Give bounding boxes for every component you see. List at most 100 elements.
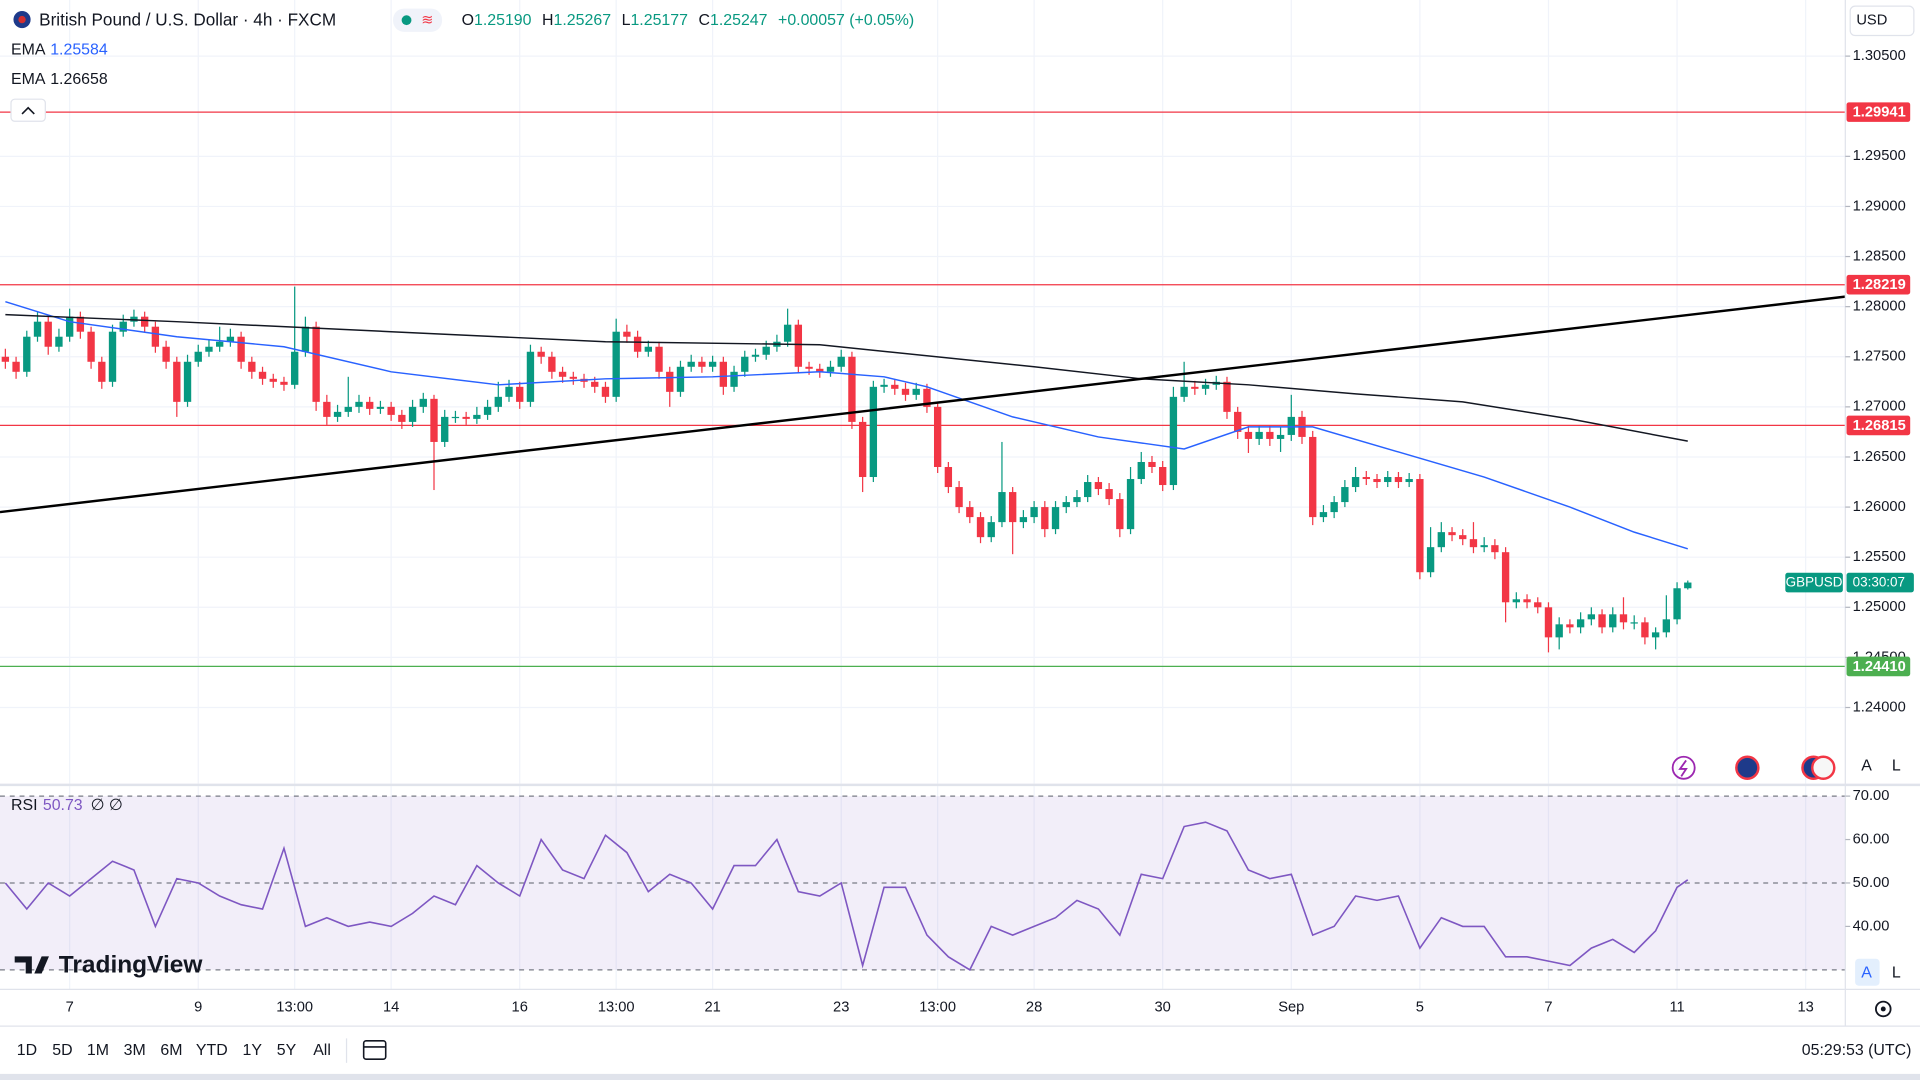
candle-body [1180, 386, 1188, 397]
data-layer [0, 111, 1846, 971]
candle-body [151, 326, 160, 347]
candle-body [1491, 545, 1499, 553]
ohlc-legend: O1.25190 H1.25267 L1.25177 C1.25247 +0.0… [462, 12, 915, 29]
candle-body [366, 401, 374, 409]
candle-body [526, 351, 535, 402]
candle-body [323, 401, 331, 417]
range-button[interactable]: 6M [160, 1042, 182, 1059]
candle-body [355, 401, 363, 407]
currency-button[interactable] [1849, 5, 1915, 37]
candle-body [344, 406, 352, 412]
settings-button[interactable] [1875, 1000, 1892, 1018]
currency-label: USD [1856, 13, 1887, 29]
range-button[interactable]: 3M [124, 1042, 146, 1059]
candle-body [1191, 386, 1199, 389]
collapse-button[interactable] [10, 98, 46, 122]
candle-body [719, 361, 728, 387]
rsi-line [4, 821, 1689, 971]
uk-event-icon[interactable] [1735, 755, 1760, 780]
indicator-value: 1.25584 [50, 41, 108, 58]
candle-body [666, 371, 674, 392]
candle-body [430, 398, 438, 442]
candle-body [1416, 479, 1424, 573]
candle-body [76, 316, 85, 332]
range-button[interactable]: 1D [17, 1042, 37, 1059]
status-pill[interactable] [393, 8, 443, 32]
candle-body [1619, 614, 1628, 623]
candle-body [1287, 416, 1295, 435]
candle-body [1309, 436, 1317, 518]
candle-body [751, 354, 760, 357]
y-tick-label: 1.29000 [1853, 198, 1906, 214]
range-button[interactable]: 5D [52, 1042, 72, 1059]
candle-body [1244, 431, 1253, 439]
candle-body [408, 406, 417, 422]
event-icon[interactable] [1671, 755, 1696, 780]
candle-body [505, 386, 513, 397]
candle-body [1008, 492, 1017, 523]
candle-body [848, 356, 856, 422]
axis-layer: 1.30500 1.29500 1.29000 1.28500 1.28000 1.275… [66, 48, 1914, 1016]
y-tick-label: 1.26500 [1853, 449, 1906, 465]
y-tick-label: 50.00 [1853, 875, 1890, 891]
auto-scale-button[interactable] [1855, 958, 1880, 986]
candle-body [1373, 479, 1381, 483]
candle-body [1501, 552, 1510, 603]
candle-body [880, 384, 888, 387]
y-tick-label: 1.28000 [1853, 299, 1906, 315]
us-event-icon[interactable] [1811, 755, 1836, 780]
candle-body [998, 492, 1006, 523]
candle-body [1084, 482, 1092, 498]
candle-body [205, 346, 213, 352]
candle-body [1351, 477, 1360, 488]
candle-body [730, 371, 738, 387]
rsi-name: RSI [11, 797, 38, 814]
level-label: 1.29941 [1853, 105, 1906, 121]
range-button[interactable]: All [313, 1042, 331, 1059]
candle-body [269, 378, 277, 382]
candle-body [98, 361, 106, 382]
candle-body [387, 406, 395, 415]
logo-mark [14, 956, 49, 974]
candle-body [1201, 384, 1210, 389]
level-label: 1.24410 [1853, 659, 1906, 675]
candle-body [1437, 532, 1445, 548]
range-button[interactable]: YTD [196, 1042, 228, 1059]
y-tick-label: 1.27500 [1853, 349, 1906, 365]
range-button[interactable]: 1M [87, 1042, 109, 1059]
range-button[interactable]: 5Y [277, 1042, 297, 1059]
level-label: 1.26815 [1853, 418, 1906, 434]
candle-body [923, 388, 931, 407]
x-tick-label: 23 [833, 1000, 849, 1016]
range-button[interactable]: 1Y [243, 1042, 263, 1059]
log-scale-button[interactable] [1884, 958, 1909, 986]
candle-body [140, 316, 149, 327]
bottom-strip [0, 1073, 1920, 1080]
candle-body [644, 346, 652, 352]
log-scale-button[interactable] [1884, 751, 1909, 779]
candle-body [462, 416, 470, 419]
status-icon: ≋ [421, 13, 433, 29]
candle-body [1684, 582, 1692, 589]
symbol-label: GBPUSD [1786, 575, 1843, 590]
symbol-title: British Pound / U.S. Dollar · 4h · FXCM [39, 9, 336, 29]
ohlc-key: L [622, 12, 631, 29]
indicator-value: 1.26658 [50, 71, 108, 88]
candle-body [1459, 535, 1467, 540]
date-range-button[interactable] [362, 1040, 387, 1060]
ohlc-value: 1.25190 [474, 12, 532, 29]
candle-body [333, 411, 342, 417]
candle-body [516, 386, 524, 402]
candle-body [1555, 624, 1563, 638]
candle-body [741, 356, 749, 372]
ohlc-value: 1.25247 [710, 12, 768, 29]
settings-icon [1880, 1006, 1886, 1012]
auto-scale-button[interactable] [1855, 751, 1880, 779]
ohlc-key: O [462, 12, 474, 29]
candle-body [537, 351, 545, 357]
x-tick-label: 7 [66, 1000, 74, 1016]
y-tick-label: 1.25500 [1853, 549, 1906, 565]
candle-body [1576, 619, 1585, 628]
candle-body [55, 336, 63, 347]
